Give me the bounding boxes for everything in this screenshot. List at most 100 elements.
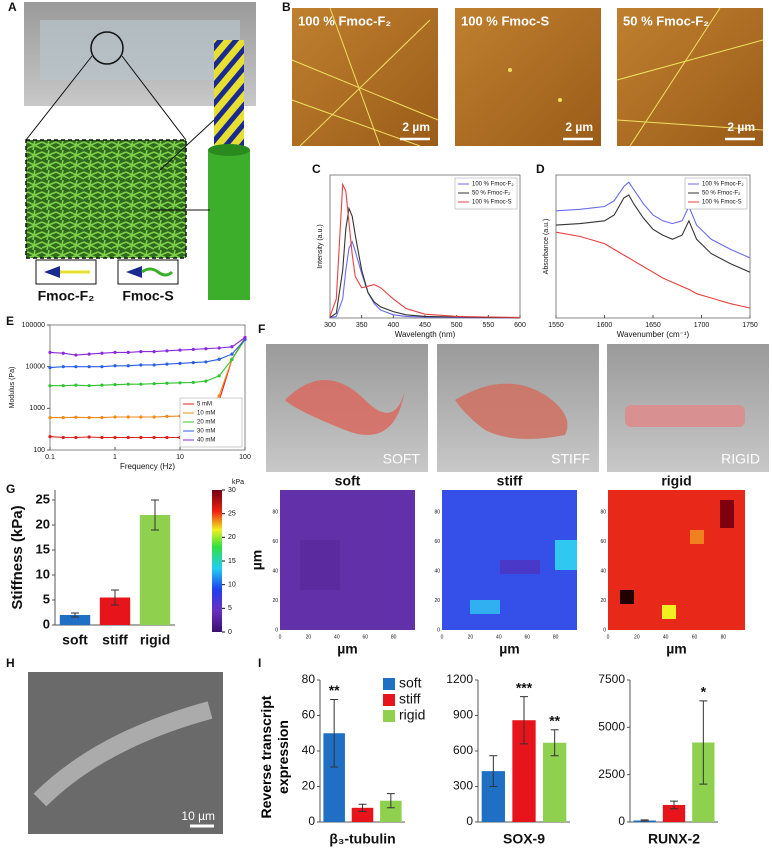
y-tick-label: 40 [434,568,440,574]
x-tick-label: soft [62,632,88,648]
series-line [50,339,246,387]
zoom-circle [90,31,124,65]
cell [33,701,213,807]
error-bar [550,729,559,757]
y-tick-label: 60 [272,539,278,545]
sem-image [28,672,223,834]
heatmap-title: rigid [661,473,691,489]
significance: *** [516,679,533,695]
y-axis-label: Absorbance (a.u.) [543,219,550,275]
plot-frame [49,324,246,451]
panel-letter: B [282,0,291,14]
colorbar [212,490,222,632]
error-bar [71,612,79,618]
gel [455,383,568,439]
x-axis-label: Frequency (Hz) [120,462,175,471]
legend-label: 20 mM [197,420,215,426]
x-axis-label: µm [666,641,687,657]
significance: ** [329,682,340,698]
error-bar [151,499,159,531]
colorbar-tick-label: 25 [228,511,236,518]
y-axis-label: Modulus (Pa) [9,367,16,409]
y-tick-label: 7500 [598,672,625,686]
bar [543,742,567,822]
colorbar-tick-label: 10 [228,582,236,589]
particle [508,68,512,72]
x-tick-label: 1550 [548,322,564,329]
gel-label: STIFF [551,451,590,467]
molecule-label: Fmoc-S [122,288,173,304]
molecule-icon [44,266,60,278]
bar [323,733,345,822]
point [48,434,52,439]
scale-bar-label: 2 µm [727,120,755,134]
bar [139,515,171,625]
y-tick-label: 25 [36,491,50,506]
legend-label: 50 % Fmoc-F₂ [702,191,741,197]
y-tick-label: 20 [272,598,278,604]
fibre [291,7,439,147]
gel [625,405,745,427]
series-line [49,339,246,369]
legend-box [179,397,243,448]
y-tick-label: 300 [453,779,473,793]
significance: ** [549,712,560,728]
scale-bar-label: 10 µm [181,809,215,823]
molecule-label: Fmoc-F₂ [38,288,95,304]
error-bar [330,699,339,768]
heatmap-cell [662,605,676,619]
x-tick-label: 1650 [645,322,661,329]
colorbar-tick-label: 0 [228,629,232,636]
x-tick-label: 40 [496,634,502,640]
y-tick-label: 10000 [26,364,46,371]
scale-bar-label: 2 µm [402,120,430,134]
x-axis-label: µm [499,641,520,657]
x-tick-label: 10 [176,454,184,461]
panel-letter: A [8,0,17,14]
x-tick-label: 300 [324,322,336,329]
x-tick-label: 80 [721,634,727,640]
panel-letter: D [536,162,545,176]
error-bar [520,696,528,745]
y-tick-label: 40 [600,568,606,574]
legend-label: 50 % Fmoc-F₂ [472,191,511,197]
error-bar [358,803,367,812]
legend-swatch [383,710,395,722]
molecule-icon [141,267,174,277]
x-tick-label: 500 [451,322,463,329]
x-tick-label: rigid [140,632,170,648]
x-tick-label: 550 [482,322,494,329]
particle [558,98,562,102]
colorbar-tick-label: 15 [228,558,236,565]
x-tick-label: 60 [362,634,368,640]
significance: * [701,684,707,700]
y-axis-label: Stiffness (kPa) [9,505,26,609]
afm-image [617,8,763,146]
colorbar-tick-label: 5 [228,605,232,612]
heatmap-title: stiff [497,473,523,489]
heatmap-cell [620,590,634,604]
y-tick-label: 20 [434,598,440,604]
x-tick-label: 60 [524,634,530,640]
y-tick-label: 20 [302,779,316,793]
y-tick-label: 15 [36,541,50,556]
point [48,350,52,354]
x-tick-label: 80 [553,634,559,640]
y-tick-label: 60 [434,539,440,545]
legend-label: 40 mM [197,438,215,444]
heatmap-cell [690,530,704,544]
x-tick-label: 60 [692,634,698,640]
y-tick-label: 60 [302,708,316,722]
x-tick-label: 600 [514,322,526,329]
bar [351,807,374,822]
legend-label: 10 mM [197,411,215,417]
series-line [555,231,751,309]
heatmap-cell [555,540,577,570]
y-tick-label: 1000 [29,405,45,412]
y-tick-label: 5 [43,591,50,606]
x-axis-label: β₃-tubulin [329,831,395,847]
error-bar [111,589,119,606]
y-tick-label: 40 [272,568,278,574]
legend-label: soft [399,675,422,691]
y-tick-label: 0 [308,814,315,828]
